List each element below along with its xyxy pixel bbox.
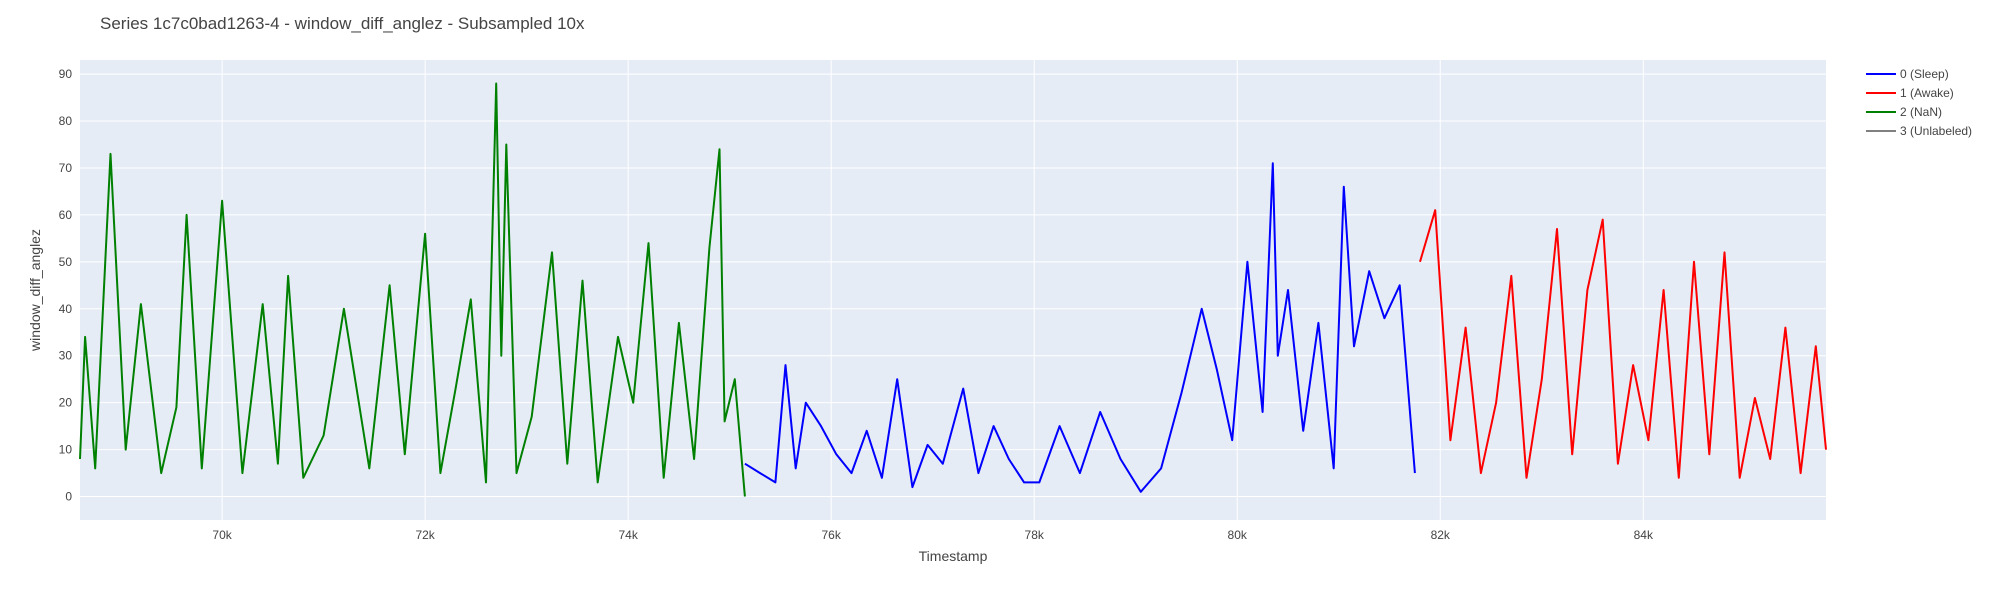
x-axis-title: Timestamp bbox=[919, 548, 988, 564]
y-tick-label: 40 bbox=[59, 302, 73, 316]
series-line-0 bbox=[744, 162, 1416, 493]
x-tick-label: 80k bbox=[1228, 528, 1248, 542]
x-tick-label: 70k bbox=[212, 528, 232, 542]
legend-label: 1 (Awake) bbox=[1900, 86, 1954, 100]
legend-label: 3 (Unlabeled) bbox=[1900, 124, 1972, 138]
x-tick-label: 76k bbox=[822, 528, 842, 542]
series-lines bbox=[79, 82, 1827, 497]
y-tick-labels: 0 10 20 30 40 50 60 70 80 90 bbox=[59, 67, 73, 503]
plot-area bbox=[80, 60, 1826, 520]
legend-item[interactable]: 0 (Sleep) bbox=[1866, 67, 1949, 81]
x-tick-label: 82k bbox=[1431, 528, 1451, 542]
y-tick-label: 90 bbox=[59, 67, 73, 81]
series-line-2 bbox=[79, 82, 746, 497]
legend-item[interactable]: 1 (Awake) bbox=[1866, 86, 1954, 100]
legend-label: 2 (NaN) bbox=[1900, 105, 1942, 119]
series-line-1 bbox=[1419, 209, 1827, 479]
x-tick-labels: 70k 72k 74k 76k 78k 80k 82k 84k bbox=[212, 528, 1654, 542]
y-tick-label: 30 bbox=[59, 349, 73, 363]
x-tick-label: 72k bbox=[415, 528, 435, 542]
chart-title: Series 1c7c0bad1263-4 - window_diff_angl… bbox=[100, 14, 585, 33]
y-tick-label: 0 bbox=[65, 490, 72, 504]
x-tick-label: 78k bbox=[1025, 528, 1045, 542]
legend-item[interactable]: 3 (Unlabeled) bbox=[1866, 124, 1972, 138]
y-tick-label: 10 bbox=[59, 443, 73, 457]
legend-item[interactable]: 2 (NaN) bbox=[1866, 105, 1942, 119]
y-tick-label: 80 bbox=[59, 114, 73, 128]
y-tick-label: 60 bbox=[59, 208, 73, 222]
y-tick-label: 70 bbox=[59, 161, 73, 175]
y-tick-label: 20 bbox=[59, 396, 73, 410]
legend[interactable]: 0 (Sleep) 1 (Awake) 2 (NaN) 3 (Unlabeled) bbox=[1866, 67, 1972, 138]
x-tick-label: 84k bbox=[1634, 528, 1654, 542]
x-tick-label: 74k bbox=[618, 528, 638, 542]
legend-label: 0 (Sleep) bbox=[1900, 67, 1949, 81]
y-tick-label: 50 bbox=[59, 255, 73, 269]
y-axis-title: window_diff_anglez bbox=[27, 229, 43, 352]
